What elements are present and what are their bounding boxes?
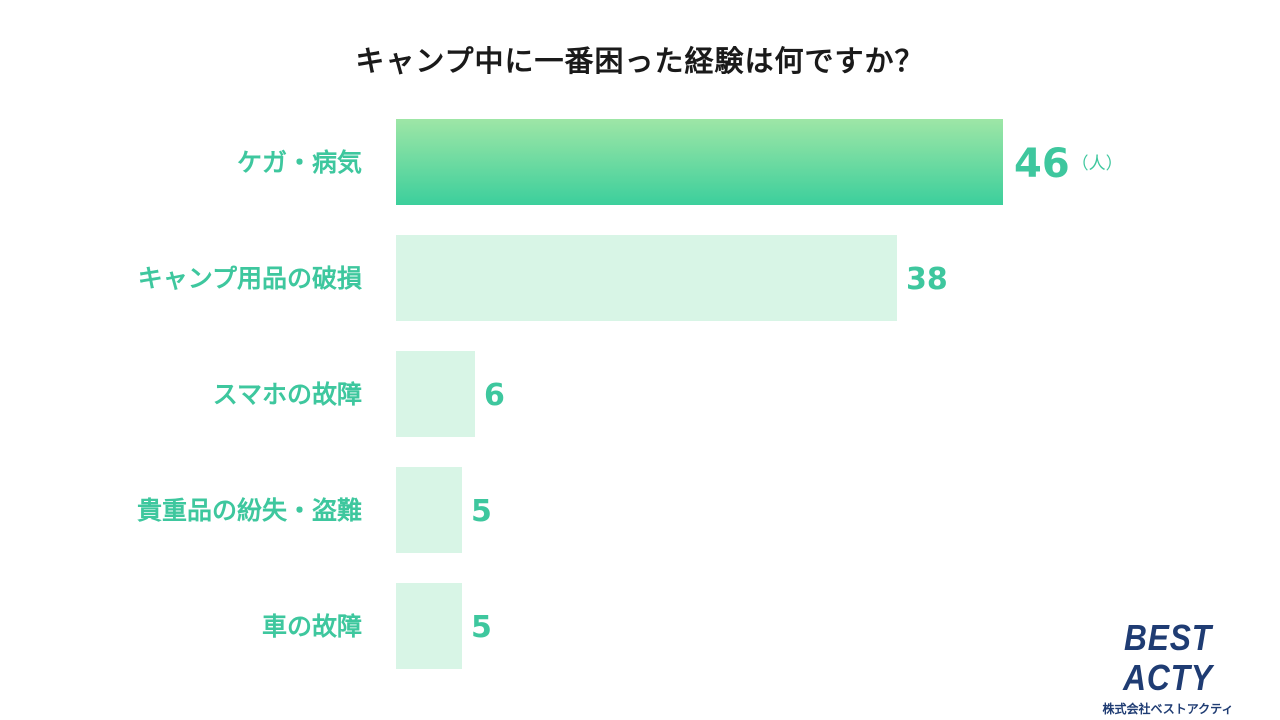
category-label-0: ケガ・病気	[237, 148, 362, 177]
chart-title: キャンプ中に一番困った経験は何ですか？	[355, 44, 925, 78]
bar-3	[396, 467, 462, 553]
best-acty-logo: BEST ACTY 株式会社ベストアクティ	[1072, 618, 1264, 717]
logo-wordmark: BEST ACTY	[1123, 617, 1213, 698]
value-label-3: 5	[471, 494, 492, 529]
value-label-0: 46	[1014, 141, 1070, 187]
bar-0	[396, 119, 1003, 205]
category-label-1: キャンプ用品の破損	[138, 264, 362, 293]
bar-1	[396, 235, 897, 321]
category-label-2: スマホの故障	[213, 380, 362, 409]
value-label-1: 38	[906, 262, 948, 297]
bar-2	[396, 351, 475, 437]
value-label-2: 6	[484, 378, 505, 413]
unit-label: （人）	[1072, 154, 1123, 174]
category-label-4: 車の故障	[262, 612, 362, 641]
bar-4	[396, 583, 462, 669]
category-label-3: 貴重品の紛失・盗難	[137, 496, 362, 525]
logo-company-name: 株式会社ベストアクティ	[1102, 702, 1234, 716]
value-label-4: 5	[471, 610, 492, 645]
